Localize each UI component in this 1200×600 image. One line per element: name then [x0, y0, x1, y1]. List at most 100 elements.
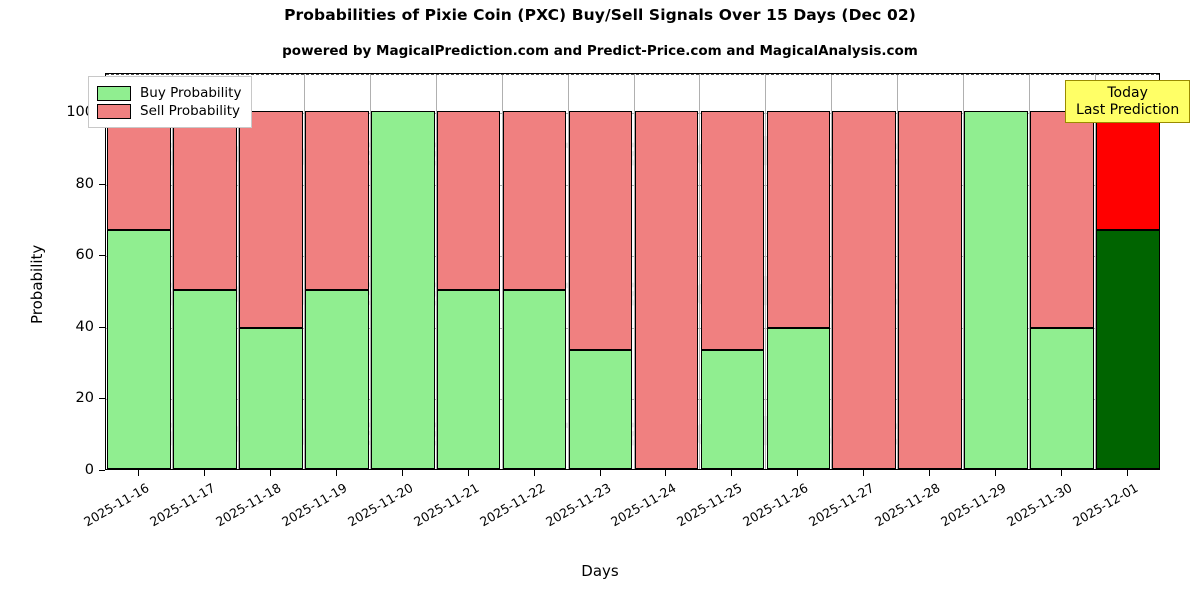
x-tick-mark — [600, 470, 601, 476]
bar-day — [436, 74, 501, 469]
bar-segment-buy — [107, 230, 171, 469]
x-tick-mark — [270, 470, 271, 476]
x-tick-mark — [797, 470, 798, 476]
bar-day — [1030, 74, 1094, 469]
x-tick-mark — [995, 470, 996, 476]
gridline-vertical — [897, 74, 898, 469]
chart-legend: Buy Probability Sell Probability — [88, 76, 253, 128]
bar-segment-buy — [700, 349, 765, 469]
bar-segment-sell — [568, 111, 633, 350]
legend-item-sell: Sell Probability — [97, 103, 241, 119]
x-tick-mark — [534, 470, 535, 476]
gridline-vertical — [370, 74, 371, 469]
gridline-vertical — [963, 74, 964, 469]
bar-segment-sell — [304, 111, 369, 291]
plot-inner: MagicalAnalysis.comMagicalPrediction.com… — [106, 74, 1159, 469]
x-axis-label: Days — [581, 562, 619, 580]
gridline-vertical — [699, 74, 700, 469]
bar-day — [634, 74, 699, 469]
bar-segment-buy — [1030, 327, 1094, 469]
bar-day — [502, 74, 567, 469]
bar-segment-sell — [239, 111, 303, 328]
y-tick-label: 0 — [84, 462, 94, 478]
plot-area: MagicalAnalysis.comMagicalPrediction.com… — [105, 73, 1160, 470]
gridline-horizontal — [106, 184, 1159, 186]
today-annotation-line1: Today — [1107, 85, 1148, 101]
bar-day — [370, 74, 435, 469]
legend-swatch-buy-icon — [97, 85, 131, 101]
legend-swatch-sell-icon — [97, 103, 131, 119]
gridline-horizontal — [106, 113, 1159, 115]
legend-label-sell: Sell Probability — [140, 103, 241, 119]
gridline-horizontal — [106, 256, 1159, 258]
bar-segment-buy — [1096, 230, 1159, 469]
y-tick-label: 20 — [75, 390, 94, 407]
legend-item-buy: Buy Probability — [97, 85, 241, 101]
bar-segment-buy — [370, 111, 435, 469]
chart-subtitle: powered by MagicalPrediction.com and Pre… — [282, 43, 918, 59]
x-tick-mark — [863, 470, 864, 476]
gridline-vertical — [1029, 74, 1030, 469]
gridline-vertical — [1095, 74, 1096, 469]
x-tick-mark — [1061, 470, 1062, 476]
gridline-horizontal — [106, 327, 1159, 329]
y-axis-label: Probability — [28, 244, 46, 324]
bar-segment-sell — [1096, 111, 1159, 231]
gridline-vertical — [568, 74, 569, 469]
today-annotation: Today Last Prediction — [1065, 80, 1191, 124]
bar-segment-sell — [107, 111, 171, 231]
y-tick-mark — [99, 327, 105, 328]
gridline-vertical — [502, 74, 503, 469]
bar-day — [107, 74, 171, 469]
bar-day — [700, 74, 765, 469]
bar-segment-buy — [502, 290, 567, 469]
bar-day — [568, 74, 633, 469]
y-tick-label: 80 — [75, 175, 94, 192]
x-tick-mark — [336, 470, 337, 476]
gridline-vertical — [238, 74, 239, 469]
bar-segment-sell — [766, 111, 831, 328]
y-tick-label: 60 — [75, 247, 94, 264]
bar-day — [239, 74, 303, 469]
bar-day — [898, 74, 963, 469]
bar-segment-sell — [634, 111, 699, 469]
x-tick-mark — [1127, 470, 1128, 476]
bar-today — [1096, 74, 1159, 469]
x-tick-mark — [665, 470, 666, 476]
y-tick-label: 100 — [66, 104, 94, 121]
x-tick-mark — [138, 470, 139, 476]
bar-segment-sell — [173, 111, 237, 291]
gridline-vertical — [765, 74, 766, 469]
x-tick-mark — [929, 470, 930, 476]
gridline-vertical — [634, 74, 635, 469]
bar-day — [832, 74, 897, 469]
gridline-vertical — [172, 74, 173, 469]
x-tick-mark — [731, 470, 732, 476]
bar-segment-sell — [700, 111, 765, 350]
y-tick-mark — [99, 470, 105, 471]
bar-segment-buy — [304, 290, 369, 469]
bar-day — [964, 74, 1028, 469]
bar-segment-buy — [568, 349, 633, 469]
x-tick-mark — [204, 470, 205, 476]
gridline-vertical — [304, 74, 305, 469]
gridline-horizontal — [106, 399, 1159, 401]
gridline-vertical — [436, 74, 437, 469]
bar-day — [304, 74, 369, 469]
y-tick-mark — [99, 398, 105, 399]
x-tick-mark — [468, 470, 469, 476]
bar-segment-sell — [436, 111, 501, 291]
bar-segment-sell — [1030, 111, 1094, 328]
chart-title: Probabilities of Pixie Coin (PXC) Buy/Se… — [284, 6, 916, 24]
bar-segment-buy — [173, 290, 237, 469]
bar-segment-buy — [436, 290, 501, 469]
reference-dashed-line — [106, 74, 1159, 75]
legend-label-buy: Buy Probability — [140, 85, 242, 101]
x-tick-mark — [402, 470, 403, 476]
today-annotation-line2: Last Prediction — [1076, 101, 1180, 118]
bar-segment-sell — [832, 111, 897, 469]
bar-segment-sell — [898, 111, 963, 469]
bar-segment-buy — [239, 327, 303, 469]
bar-day — [173, 74, 237, 469]
